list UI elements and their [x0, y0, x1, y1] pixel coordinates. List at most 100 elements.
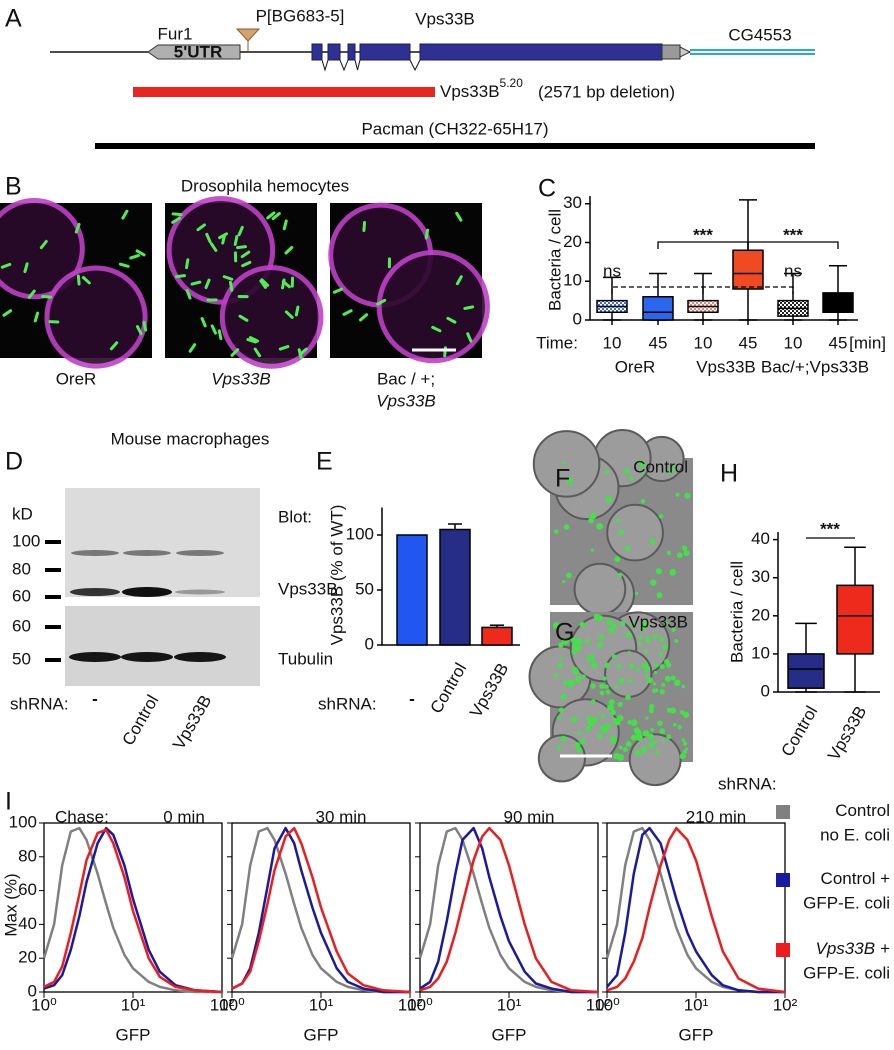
bacterium — [0, 262, 12, 269]
marker — [45, 540, 61, 544]
bacterium — [568, 483, 572, 487]
bacterium — [661, 682, 666, 688]
bacterium — [628, 634, 633, 639]
group-label: Bac/+;Vps33B — [761, 357, 869, 376]
bacterium — [246, 338, 258, 344]
bacterium — [590, 548, 594, 552]
bacterium — [670, 466, 676, 471]
bacterium — [573, 717, 578, 722]
section-title: Mouse macrophages — [111, 429, 270, 448]
bacterium — [630, 622, 636, 627]
bacterium — [598, 634, 605, 641]
bacterium — [260, 278, 270, 287]
exon — [419, 43, 663, 61]
legend-swatch — [776, 805, 790, 819]
histogram-line — [606, 826, 785, 994]
box — [787, 653, 825, 689]
bacterium — [619, 620, 626, 627]
fur1-utr — [147, 44, 241, 60]
bacterium — [552, 622, 560, 629]
bacterium — [675, 492, 680, 497]
x-axis-label: GFP — [304, 1025, 339, 1044]
bacterium — [579, 621, 586, 628]
lane-label: - — [92, 689, 98, 708]
axis-label: [min] — [849, 333, 886, 352]
bacterium — [218, 232, 229, 240]
bacterium — [575, 676, 582, 683]
bacterium — [236, 245, 247, 250]
bacterium — [634, 729, 642, 737]
legend-label-part: Control + — [821, 869, 891, 888]
bacterium — [571, 643, 578, 649]
marker — [45, 595, 61, 599]
bacterium — [27, 289, 36, 299]
bacterium — [644, 649, 648, 654]
box — [732, 249, 764, 290]
axis-label: Time: — [536, 333, 578, 352]
chart-title: 30 min — [315, 807, 366, 826]
bacterium — [118, 262, 130, 268]
chart-title: 0 min — [163, 807, 205, 826]
legend-label: no E. coli — [820, 825, 890, 844]
bacterium — [205, 232, 212, 244]
bacterium — [640, 499, 646, 504]
y-tick-label: 50 — [355, 579, 374, 598]
chase-label: Chase: — [55, 807, 109, 826]
cell — [537, 734, 586, 783]
bacterium — [666, 550, 672, 556]
y-tick-label: 40 — [18, 914, 37, 933]
bacterium — [652, 740, 658, 745]
bacterium — [618, 677, 625, 684]
bacterium — [332, 287, 344, 294]
row-label: shRNA: — [718, 774, 777, 793]
bacterium — [651, 688, 657, 694]
bacterium — [639, 470, 645, 475]
bacterium — [230, 348, 240, 357]
bacterium — [664, 621, 669, 626]
bacterium — [171, 216, 182, 224]
bacterium — [455, 211, 463, 222]
bacterium — [281, 278, 286, 290]
allele-superscript: 5.20 — [500, 76, 524, 90]
bacterium — [608, 626, 615, 634]
bacterium — [76, 274, 81, 286]
bacterium — [597, 615, 604, 622]
bacterium — [554, 529, 559, 534]
bacterium — [424, 228, 430, 240]
bacterium — [33, 311, 40, 323]
lane-label: Control — [118, 692, 162, 749]
intron — [354, 59, 361, 71]
x-tick-label: 10² — [773, 995, 798, 1014]
bacterium — [599, 690, 605, 696]
caption: Vps33B — [211, 369, 271, 388]
bacterium — [608, 699, 615, 706]
significance: *** — [783, 225, 803, 244]
bacterium — [556, 745, 561, 750]
panel-letter: G — [555, 619, 574, 647]
bacterium — [652, 633, 658, 640]
bacterium — [558, 642, 564, 648]
bacterium — [81, 276, 91, 285]
bacterium — [431, 325, 442, 333]
bacterium — [554, 673, 559, 678]
intron — [321, 59, 329, 72]
bacterium — [641, 663, 646, 668]
bacterium — [648, 707, 654, 714]
bacterium — [109, 341, 119, 351]
bacterium — [463, 305, 475, 310]
panel-title: Drosophila hemocytes — [181, 176, 349, 195]
exon-utr — [661, 44, 681, 60]
y-tick-label: 0 — [573, 309, 582, 328]
bacterium — [681, 684, 686, 689]
bacterium — [628, 476, 634, 481]
box — [836, 584, 874, 655]
bacterium — [571, 648, 577, 655]
x-tick-label: Control — [426, 660, 470, 717]
bacterium — [655, 568, 662, 575]
row-label: shRNA: — [10, 694, 69, 713]
bacterium — [634, 591, 639, 596]
y-axis-label: Bacteria / cell — [727, 561, 746, 663]
bacterium — [562, 580, 566, 584]
bacterium — [681, 545, 688, 551]
